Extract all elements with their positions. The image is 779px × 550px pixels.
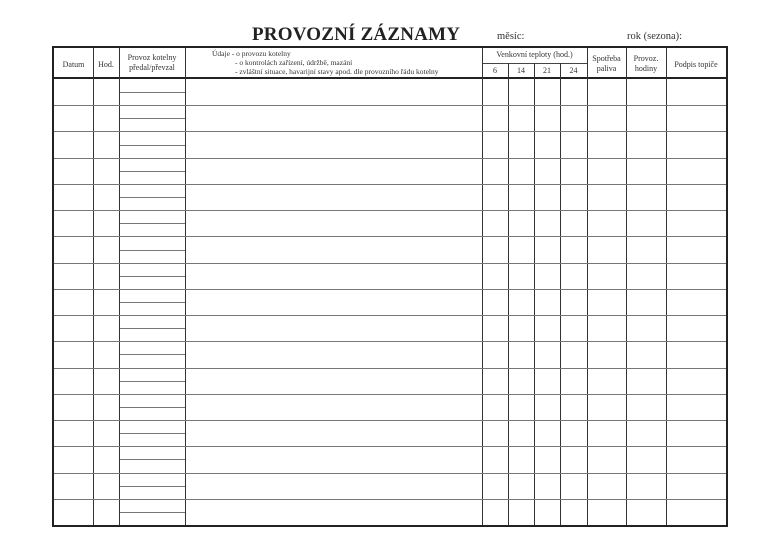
col-handover-header: Provoz kotelny předal/převzal — [119, 53, 185, 73]
hours-line2: hodiny — [634, 64, 658, 73]
handover-sub-divider — [120, 197, 185, 198]
row-divider — [54, 105, 726, 106]
row-divider — [54, 210, 726, 211]
year-label: rok (sezona): — [627, 31, 683, 42]
col-fuel-header: Spotřeba paliva — [587, 54, 626, 74]
row-divider — [54, 394, 726, 395]
handover-sub-divider — [120, 145, 185, 146]
handover-sub-divider — [120, 354, 185, 355]
row-divider — [54, 263, 726, 264]
row-divider — [54, 315, 726, 316]
column-divider — [93, 48, 94, 525]
row-divider — [54, 158, 726, 159]
col-signature-header: Podpis topiče — [674, 60, 718, 69]
column-divider — [666, 48, 667, 525]
handover-sub-divider — [120, 118, 185, 119]
column-divider — [560, 63, 561, 525]
row-divider — [54, 473, 726, 474]
column-divider — [587, 48, 588, 525]
handover-sub-divider — [120, 381, 185, 382]
handover-line2: předal/převzal — [129, 63, 175, 72]
header-divider — [54, 77, 726, 79]
handover-sub-divider — [120, 92, 185, 93]
column-divider — [119, 48, 120, 525]
row-divider — [54, 131, 726, 132]
row-divider — [54, 236, 726, 237]
notes-line2: - o kontrolách zařízení, údržbě, mazání — [235, 58, 353, 67]
column-divider — [482, 48, 483, 525]
temp-hour-24: 24 — [569, 66, 578, 75]
row-divider — [54, 499, 726, 500]
row-divider — [54, 289, 726, 290]
temp-hour-6: 6 — [493, 66, 497, 75]
handover-sub-divider — [120, 459, 185, 460]
handover-sub-divider — [120, 276, 185, 277]
month-label: měsíc: — [497, 31, 525, 42]
handover-sub-divider — [120, 302, 185, 303]
notes-line3: - zvláštní situace, havarijní stavy apod… — [235, 67, 439, 76]
col-hours-header: Provoz. hodiny — [626, 54, 666, 74]
column-divider — [185, 48, 186, 525]
column-divider — [626, 48, 627, 525]
row-divider — [54, 184, 726, 185]
notes-line1: Údaje - o provozu kotelny — [212, 49, 291, 58]
col-date-header: Datum — [62, 60, 85, 69]
hours-line1: Provoz. — [633, 54, 659, 63]
fuel-line1: Spotřeba — [592, 54, 621, 63]
temp-hour-14: 14 — [517, 66, 525, 75]
records-table: Datum Hod. Provoz kotelny předal/převzal … — [52, 46, 728, 527]
handover-sub-divider — [120, 512, 185, 513]
row-divider — [54, 446, 726, 447]
column-divider — [534, 63, 535, 525]
handover-line1: Provoz kotelny — [127, 53, 177, 62]
page-title: PROVOZNÍ ZÁZNAMY — [252, 24, 461, 45]
col-temps-header: Venkovní teploty (hod.) — [496, 50, 573, 59]
temp-hour-21: 21 — [543, 66, 551, 75]
row-divider — [54, 420, 726, 421]
handover-sub-divider — [120, 407, 185, 408]
handover-sub-divider — [120, 433, 185, 434]
row-divider — [54, 368, 726, 369]
handover-sub-divider — [120, 171, 185, 172]
handover-sub-divider — [120, 328, 185, 329]
handover-sub-divider — [120, 486, 185, 487]
row-divider — [54, 341, 726, 342]
col-hour-header: Hod. — [98, 60, 114, 69]
handover-sub-divider — [120, 250, 185, 251]
fuel-line2: paliva — [596, 64, 617, 73]
column-divider — [508, 63, 509, 525]
col-notes-header: Údaje - o provozu kotelny - o kontrolách… — [212, 49, 512, 76]
handover-sub-divider — [120, 223, 185, 224]
